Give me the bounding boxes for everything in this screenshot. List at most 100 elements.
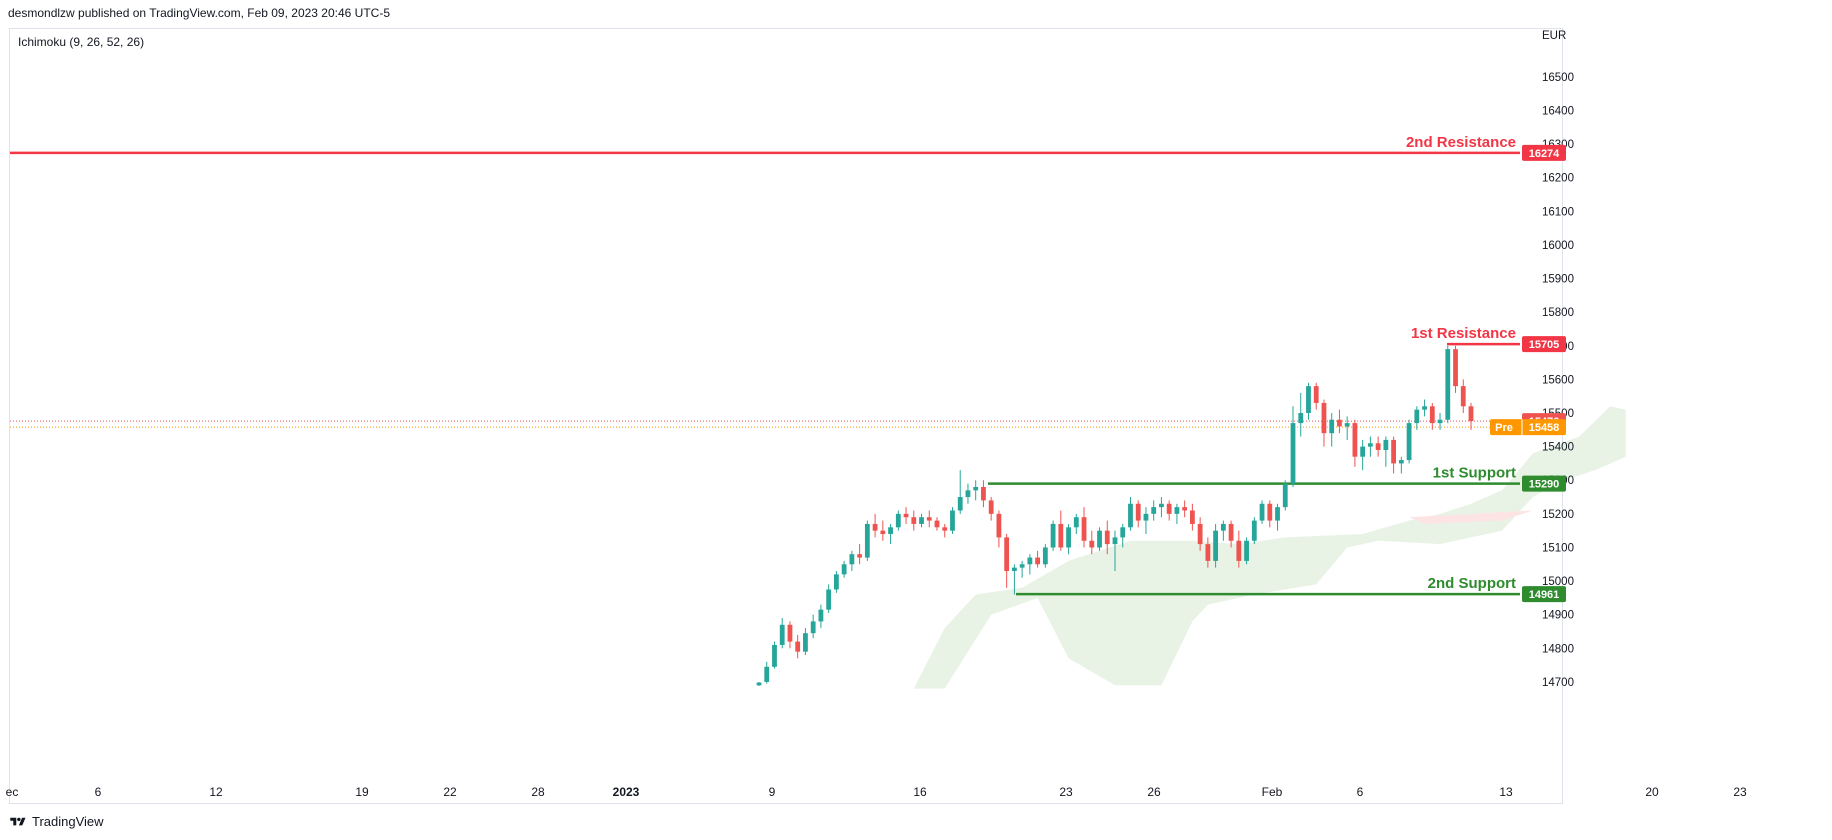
candle-body [1066, 527, 1071, 548]
candle-body [795, 641, 801, 652]
candle-body [988, 500, 994, 514]
premarket-tag [1490, 419, 1566, 436]
candle-body [1251, 520, 1257, 541]
candle-body [764, 666, 770, 682]
candles [756, 345, 1474, 686]
publish-info: desmondlzw published on TradingView.com,… [8, 6, 391, 20]
candle-body [1228, 523, 1234, 541]
y-tick-label: 16000 [1542, 240, 1574, 252]
candle-body [1321, 402, 1327, 434]
candle-body [919, 517, 924, 524]
candle-body [1236, 540, 1242, 561]
x-tick-label: 12 [209, 785, 223, 799]
candle-body [872, 523, 878, 531]
indicator-legend[interactable]: Ichimoku (9, 26, 52, 26) [18, 35, 145, 49]
x-tick-label: 2023 [613, 785, 640, 799]
candle-body [1159, 503, 1164, 508]
candle-body [849, 554, 855, 565]
time-axis[interactable]: ec 6 12 19 22 28 2023 9 16 23 26 Feb 6 13 20 23 [6, 785, 1747, 799]
candle-body [942, 527, 948, 531]
candle-body [1081, 517, 1087, 541]
x-tick-label: 26 [1147, 785, 1161, 799]
candle-body [1290, 423, 1296, 484]
level-price-tag [1522, 475, 1566, 492]
candle-body [965, 490, 971, 498]
candle-body [1050, 523, 1056, 548]
candle-body [864, 523, 870, 558]
candle-body [1089, 540, 1095, 548]
candle-body [1174, 507, 1180, 514]
x-tick-label: 23 [1733, 785, 1747, 799]
candle-body [1468, 406, 1474, 422]
y-tick-label: 14800 [1542, 643, 1574, 655]
x-tick-label: ec [6, 785, 19, 799]
cloud-area [913, 406, 1626, 689]
premarket-tag-label: Pre [1495, 422, 1513, 434]
x-tick-label: 9 [769, 785, 776, 799]
candle-body [1151, 507, 1157, 514]
candle-body [888, 527, 893, 535]
candle-body [911, 517, 917, 524]
y-tick-label: 15900 [1542, 274, 1574, 286]
candle-body [787, 624, 793, 642]
candle-body [1011, 567, 1017, 571]
level-label: 2nd Support [1428, 575, 1516, 592]
level-price-tag-text: 16274 [1529, 148, 1560, 160]
candle-body [996, 513, 1002, 538]
candle-body [1383, 439, 1389, 450]
x-tick-label: 13 [1499, 785, 1513, 799]
candle-body [1267, 503, 1273, 521]
footer-brand: TradingView [32, 814, 104, 829]
price-tags: 1627415705152901496115476Pre15458 [1490, 144, 1566, 603]
level-price-tag [1522, 586, 1566, 603]
candle-body [934, 520, 940, 528]
level-label: 2nd Resistance [1406, 134, 1516, 151]
candle-body [1406, 423, 1412, 461]
level-price-tag-text: 14961 [1529, 589, 1560, 601]
candle-body [772, 644, 777, 667]
x-tick-label: 16 [913, 785, 927, 799]
x-tick-label: 23 [1059, 785, 1073, 799]
candle-body [1042, 547, 1048, 565]
candle-body [1259, 503, 1265, 521]
x-tick-label: 22 [443, 785, 457, 799]
candle-body [1298, 413, 1304, 424]
x-tick-label: 20 [1645, 785, 1659, 799]
candle-body [1019, 564, 1025, 568]
candle-body [1035, 557, 1041, 565]
candle-body [810, 621, 816, 634]
y-tick-label: 14700 [1542, 677, 1574, 689]
candle-body [818, 609, 824, 622]
candle-body [895, 513, 901, 528]
candle-body [1352, 423, 1358, 457]
candle-body [1244, 540, 1249, 561]
ichimoku-cloud [913, 406, 1626, 689]
y-tick-label: 16200 [1542, 173, 1574, 185]
candle-body [880, 530, 886, 535]
candle-body [1414, 409, 1420, 424]
candle-body [1398, 460, 1404, 464]
candle-body [1360, 446, 1366, 457]
y-tick-label: 15400 [1542, 442, 1574, 454]
candle-body [1367, 443, 1373, 447]
x-tick-label: 6 [95, 785, 102, 799]
candle-body [1058, 523, 1064, 548]
candle-body [957, 497, 963, 511]
y-tick-label: 16500 [1542, 72, 1574, 84]
candle-body [1460, 386, 1466, 407]
candle-body [1375, 443, 1381, 450]
candle-body [1205, 544, 1211, 561]
premarket-tag-value: 15458 [1529, 422, 1560, 434]
candle-body [1135, 503, 1141, 521]
y-tick-label: 16100 [1542, 206, 1574, 218]
y-tick-label: 15600 [1542, 374, 1574, 386]
tradingview-logo-icon [10, 817, 26, 825]
tradingview-logo[interactable]: TradingView [10, 814, 104, 829]
cloud-area-bearish [1409, 510, 1533, 524]
candle-body [1143, 513, 1149, 521]
price-axis[interactable]: EUR1470014800149001500015100152001530015… [1542, 30, 1574, 689]
candle-body [1453, 349, 1458, 387]
candle-body [903, 513, 909, 518]
candle-body [1128, 503, 1133, 528]
